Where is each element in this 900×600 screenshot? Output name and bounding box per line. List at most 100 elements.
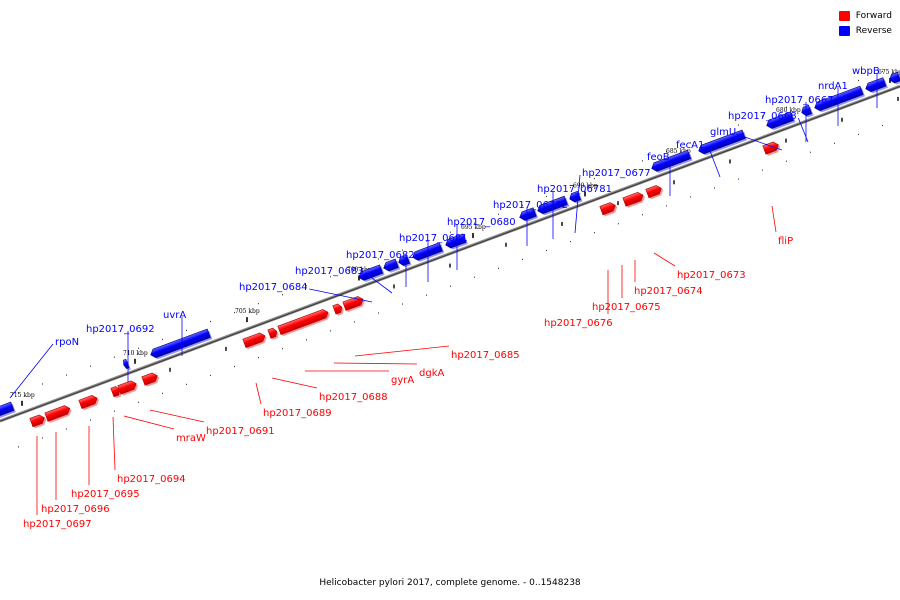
forward-gene-arrow: [622, 191, 644, 207]
gene-feature: [537, 195, 570, 216]
track-dot: [594, 232, 595, 234]
gene-feature: [141, 372, 160, 387]
reverse-gene-arrow: [865, 77, 887, 92]
leader-line: [255, 382, 262, 405]
track-dot: [834, 88, 835, 90]
gene-label: hp2017_0692: [86, 324, 155, 335]
gene-feature: [599, 202, 618, 217]
leader-line: [365, 272, 393, 294]
gene-feature: [645, 185, 664, 200]
leader-line: [354, 345, 450, 357]
gene-labels: hp2017_0697 hp2017_0696 hp2017_0695 hp2017_…: [23, 66, 880, 530]
gene-label: uvrA: [163, 310, 186, 321]
gene-label: hp2017_0695: [71, 489, 140, 500]
track-dot: [90, 419, 91, 421]
track-dot: [354, 321, 355, 323]
track-dot: [138, 347, 139, 349]
forward-gene-arrow: [342, 296, 364, 311]
gene-feature: [865, 77, 888, 94]
gene-label: hp2017_0691: [206, 426, 275, 437]
track-dot: [426, 294, 427, 296]
track-dot: [690, 142, 691, 144]
forward-gene-arrow: [332, 303, 343, 315]
gene-label: hp2017_06781: [537, 184, 612, 195]
reverse-gene-arrow: [398, 254, 411, 266]
gene-label: fecA1: [676, 140, 704, 151]
scale-tick-label: 695 kbp: [461, 224, 486, 231]
track-dot: [834, 142, 835, 144]
reverse-gene-arrow: [358, 264, 384, 281]
track-dot: [546, 249, 547, 252]
track-dot: [378, 312, 379, 314]
track-dot: [162, 338, 163, 340]
track-dot: [282, 294, 283, 296]
track-dot: [594, 178, 595, 180]
track-dot: [306, 339, 307, 341]
reverse-gene-arrow: [383, 258, 399, 272]
track-dot: [618, 169, 619, 171]
track-dot: [714, 133, 715, 135]
track-dot: [498, 267, 499, 269]
gene-label: fliP: [778, 236, 793, 247]
gene-label: dgkA: [419, 368, 444, 379]
track-dot: [642, 214, 643, 216]
track-dot: [738, 178, 739, 180]
gene-label: nrdA1: [818, 81, 848, 92]
reverse-gene-arrow: [412, 242, 443, 261]
leader-line: [149, 409, 205, 423]
scale-tick-label: 715 kbp: [10, 392, 35, 399]
track-dot: [402, 303, 403, 305]
track-dot: [162, 392, 163, 394]
leader-line: [574, 174, 581, 234]
forward-gene-arrow: [267, 327, 278, 339]
track-dot: [354, 267, 355, 269]
forward-gene-arrow: [599, 202, 616, 216]
reverse-gene-arrow: [519, 207, 537, 221]
track-dot: [378, 258, 379, 260]
gene-label: hp2017_0694: [117, 474, 186, 485]
gene-feature: [277, 309, 330, 337]
track-dot: [114, 356, 115, 358]
track-dot: [186, 383, 187, 386]
track-dot: [762, 115, 763, 117]
gene-feature: [622, 191, 645, 208]
forward-gene-arrow: [117, 380, 137, 395]
track-dot: [666, 205, 667, 207]
reverse-gene-arrow: [889, 71, 900, 84]
gene-label: hp2017_0697: [23, 519, 92, 530]
track-dot: [138, 401, 139, 403]
track-dot: [66, 428, 67, 430]
forward-gene-arrow: [277, 309, 329, 336]
track-dot: [882, 70, 883, 73]
leader-line: [123, 415, 175, 430]
gene-feature: [44, 405, 72, 423]
leader-line: [309, 288, 373, 303]
forward-gene-arrow: [242, 332, 266, 349]
gene-label: hp2017_06782: [493, 200, 568, 211]
forward-gene-arrow: [110, 386, 121, 398]
track-dot: [786, 106, 787, 108]
gene-feature: [332, 303, 344, 316]
track-dot: [282, 348, 283, 350]
gene-label: hp2017_0683: [295, 266, 364, 277]
leader-line: [653, 252, 676, 267]
track-dot: [786, 160, 787, 162]
reverse-gene-arrow: [0, 401, 15, 418]
reverse-gene-arrow: [537, 195, 568, 214]
track-dot: [498, 213, 499, 215]
track-dot: [330, 330, 331, 332]
gene-feature: [698, 129, 748, 156]
track-dot: [210, 320, 211, 323]
track-dot: [474, 276, 475, 278]
gene-label: mraW: [176, 433, 206, 444]
scale-tick-label: 675 kbp: [878, 69, 900, 76]
leader-line: [771, 205, 777, 233]
gene-label: hp2017_0675: [592, 302, 661, 313]
gene-feature: [814, 85, 866, 113]
genome-axis: [0, 84, 900, 423]
gene-track: [0, 71, 900, 429]
leader-line: [9, 343, 54, 399]
reverse-gene-arrow: [651, 149, 692, 172]
legend-forward: Forward: [838, 8, 892, 23]
track-dot: [546, 195, 547, 198]
